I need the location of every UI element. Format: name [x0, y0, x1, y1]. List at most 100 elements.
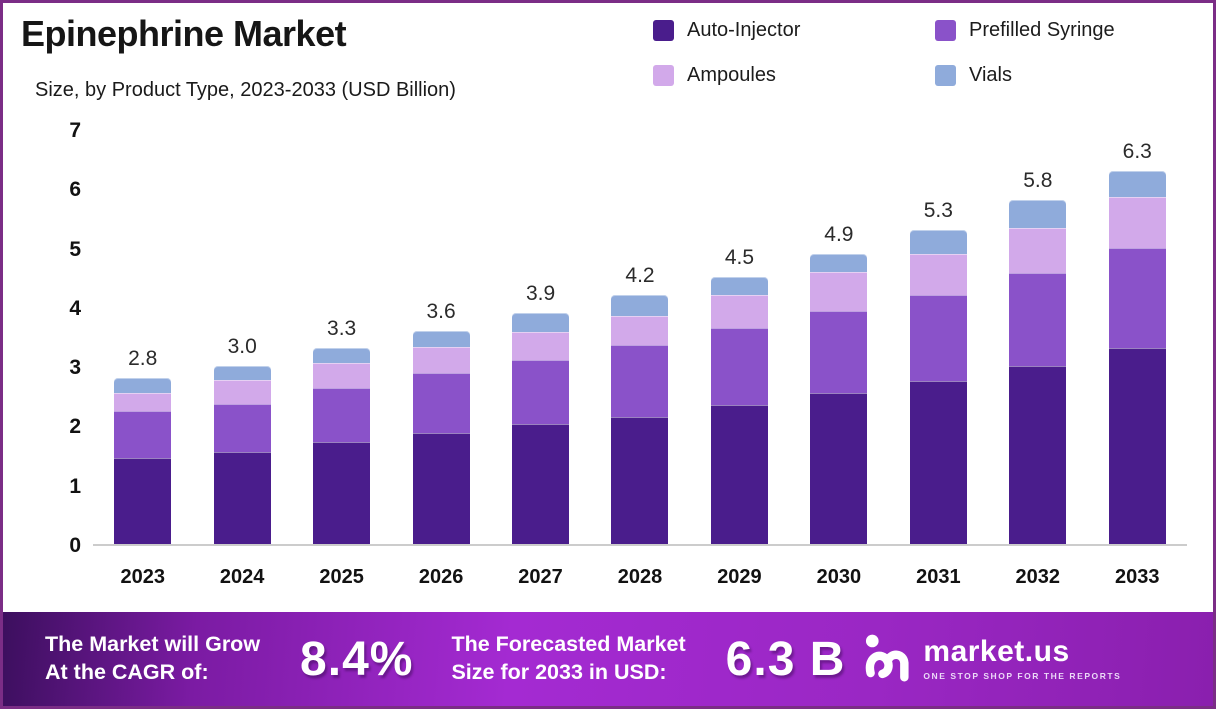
bar-segment-ampoules: [1009, 228, 1067, 273]
bar-segment-ampoules: [611, 315, 669, 346]
legend-item: Vials: [935, 64, 1198, 87]
bar-segment-ampoules: [213, 379, 271, 404]
x-tick-label: 2027: [518, 566, 563, 588]
bar-stack: [611, 295, 669, 544]
bar-stack: [114, 378, 172, 544]
bar-segment-vials: [213, 366, 271, 380]
marketus-logo: market.us ONE STOP SHOP FOR THE REPORTS: [863, 630, 1121, 689]
marketus-logo-icon: [863, 630, 917, 689]
bar-total-label: 3.3: [327, 317, 357, 341]
bar-column: 5.3: [889, 131, 988, 544]
bar-segment-vials: [710, 277, 768, 296]
legend-swatch-icon: [653, 65, 674, 86]
cagr-label-line2: At the CAGR of:: [45, 660, 209, 684]
bar-segment-ampoules: [909, 253, 967, 296]
bar-total-label: 4.5: [724, 246, 755, 270]
bar-segment-vials: [1009, 200, 1067, 229]
bar-segment-vials: [114, 378, 172, 393]
bar-segment-ampoules: [1108, 197, 1166, 248]
bar-segment-auto-injector: [1009, 366, 1067, 544]
bar-column: 4.9: [789, 131, 888, 544]
bar-stack: [1009, 200, 1067, 544]
legend-swatch-icon: [653, 20, 674, 41]
legend-label: Prefilled Syringe: [969, 19, 1115, 41]
bar-segment-ampoules: [412, 346, 470, 374]
bar-total-label: 3.9: [525, 281, 556, 305]
legend-label: Ampoules: [687, 64, 776, 86]
bar-segment-ampoules: [710, 295, 768, 328]
stacked-bar-plot: 2.8 3.0 3.3 3.6 3.9 4.2 4.5 4.9 5.3 5.8 6.3: [93, 131, 1187, 546]
bar-stack: [909, 229, 967, 544]
bar-stack: [710, 277, 768, 544]
bar-stack: [512, 312, 570, 544]
bar-column: 4.5: [690, 131, 789, 544]
bar-total-label: 5.8: [1023, 169, 1053, 193]
x-tick-label: 2029: [717, 566, 762, 588]
bar-column: 3.0: [192, 131, 291, 544]
cagr-label-line1: The Market will Grow: [45, 632, 261, 657]
bar-column: 6.3: [1088, 131, 1187, 544]
bar-segment-auto-injector: [611, 416, 669, 544]
legend-item: Auto-Injector: [653, 19, 925, 42]
forecast-label: The Forecasted Market Size for 2033 in U…: [451, 631, 685, 687]
bar-segment-vials: [313, 348, 371, 363]
forecast-value: 6.3 B: [725, 632, 846, 686]
x-tick-label: 2024: [219, 566, 265, 588]
bar-segment-auto-injector: [114, 458, 172, 544]
x-tick-label: 2030: [816, 566, 862, 588]
logo-name: market.us: [923, 635, 1070, 668]
bar-total-label: 4.2: [625, 264, 655, 288]
x-axis: 2023 2024 2025 2026 2027 2028 2029 2030 2031 2032…: [93, 566, 1187, 589]
x-tick-label: 2025: [319, 566, 364, 588]
bar-column: 5.8: [988, 131, 1087, 544]
legend-label: Auto-Injector: [687, 19, 801, 41]
bar-segment-prefilled-syringe: [512, 360, 570, 425]
y-tick-label: 5: [69, 237, 81, 261]
bar-segment-auto-injector: [213, 452, 271, 544]
bar-column: 3.9: [491, 131, 590, 544]
bar-segment-vials: [611, 295, 669, 316]
x-tick-label: 2026: [418, 566, 464, 588]
bar-segment-ampoules: [810, 272, 868, 312]
bar-segment-prefilled-syringe: [810, 311, 868, 393]
x-tick-label: 2023: [120, 566, 165, 588]
bar-segment-auto-injector: [810, 392, 868, 544]
bar-stack: [213, 366, 271, 544]
legend-item: Ampoules: [653, 64, 925, 87]
bar-total-label: 6.3: [1122, 139, 1152, 163]
bar-segment-prefilled-syringe: [213, 403, 271, 453]
x-tick-label: 2033: [1115, 566, 1160, 588]
y-tick-label: 3: [69, 356, 81, 380]
bar-stack: [313, 348, 371, 544]
bar-segment-vials: [512, 312, 570, 333]
forecast-label-line2: Size for 2033 in USD:: [451, 660, 667, 684]
bar-stack: [412, 330, 470, 544]
chart-legend: Auto-Injector Prefilled Syringe Ampoules Vi…: [653, 19, 1198, 87]
bar-segment-auto-injector: [909, 380, 967, 544]
y-tick-label: 4: [69, 296, 81, 320]
bar-total-label: 4.9: [824, 222, 854, 246]
bar-segment-auto-injector: [412, 432, 470, 544]
y-tick-label: 6: [69, 178, 81, 202]
x-tick-label: 2032: [1015, 566, 1061, 588]
bar-segment-prefilled-syringe: [114, 410, 172, 459]
bar-segment-prefilled-syringe: [412, 373, 470, 433]
bar-segment-ampoules: [512, 332, 570, 361]
bar-segment-vials: [412, 330, 470, 347]
page-subtitle: Size, by Product Type, 2023-2033 (USD Bi…: [35, 79, 456, 101]
y-tick-label: 7: [69, 119, 81, 142]
bar-segment-auto-injector: [710, 404, 768, 544]
bar-stack: [1108, 170, 1166, 544]
page-title: Epinephrine Market: [21, 13, 347, 54]
y-tick-label: 0: [69, 534, 81, 557]
bar-segment-ampoules: [114, 392, 172, 411]
bar-column: 3.3: [292, 131, 391, 544]
bar-segment-prefilled-syringe: [710, 327, 768, 405]
cagr-label: The Market will Grow At the CAGR of:: [45, 631, 260, 687]
bar-segment-prefilled-syringe: [611, 345, 669, 417]
y-axis: 0 1 2 3 4 5 6 7: [39, 3, 81, 603]
legend-swatch-icon: [935, 65, 956, 86]
bar-segment-vials: [1108, 170, 1166, 198]
forecast-label-line1: The Forecasted Market: [451, 632, 686, 657]
